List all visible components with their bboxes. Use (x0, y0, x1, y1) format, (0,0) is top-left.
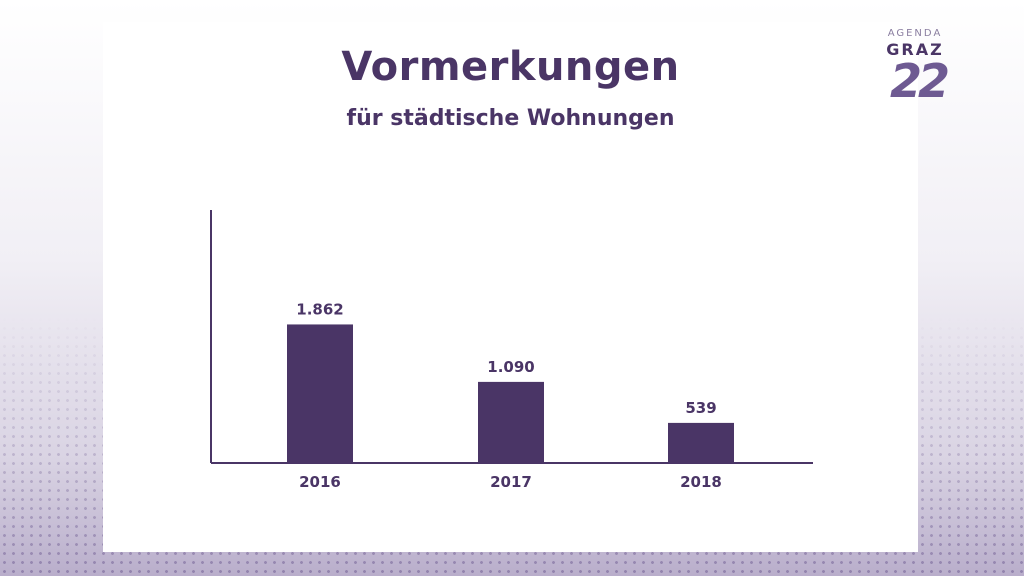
logo-agenda-text: AGENDA (887, 28, 943, 39)
x-tick-label-2017: 2017 (490, 473, 532, 491)
chart-subtitle: für städtische Wohnungen (346, 106, 675, 131)
data-label-2016: 1.862 (296, 300, 343, 318)
bar-2018 (668, 422, 734, 463)
bar-2017 (478, 381, 544, 463)
x-tick-label-2018: 2018 (680, 473, 722, 491)
x-tick-label-2016: 2016 (299, 473, 341, 491)
data-label-2018: 539 (685, 399, 716, 417)
chart-title: Vormerkungen (341, 44, 680, 90)
bar-2016 (287, 324, 353, 463)
data-label-2017: 1.090 (487, 358, 534, 376)
logo-number: 22 (889, 54, 950, 108)
logo-graz-text: GRAZ (886, 40, 944, 59)
agenda-graz-logo: AGENDA GRAZ 22 (880, 24, 960, 114)
